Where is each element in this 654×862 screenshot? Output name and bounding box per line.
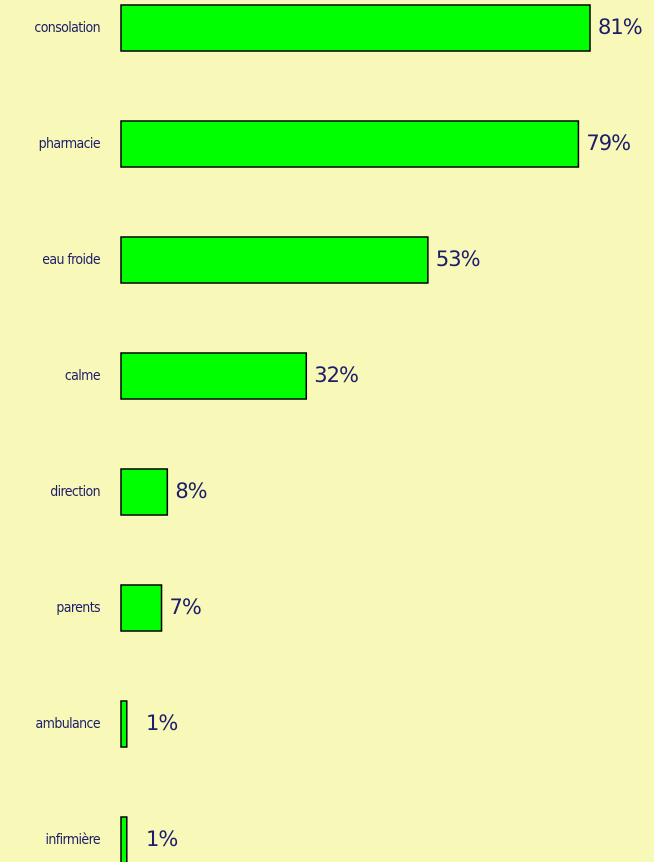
bar — [120, 468, 169, 516]
bar — [120, 120, 580, 168]
category-label: pharmacie — [39, 136, 101, 152]
value-label: 1% — [146, 711, 177, 735]
category-label: parents — [56, 600, 100, 616]
category-label: consolation — [34, 20, 100, 36]
value-label: 53% — [436, 247, 480, 271]
category-label: ambulance — [36, 716, 101, 732]
value-label: 1% — [146, 827, 177, 851]
category-label: eau froide — [42, 252, 101, 268]
value-label: 32% — [314, 363, 358, 387]
value-label: 7% — [170, 595, 201, 619]
value-label: 8% — [175, 479, 206, 503]
bar — [120, 236, 429, 284]
value-label: 81% — [598, 15, 642, 39]
value-label: 79% — [586, 131, 630, 155]
bar — [120, 816, 128, 862]
category-label: calme — [65, 368, 101, 384]
bar — [120, 4, 591, 52]
category-label: infirmière — [46, 832, 101, 848]
bar — [120, 584, 163, 632]
bar — [120, 352, 308, 400]
bar — [120, 700, 128, 748]
category-label: direction — [50, 484, 100, 500]
